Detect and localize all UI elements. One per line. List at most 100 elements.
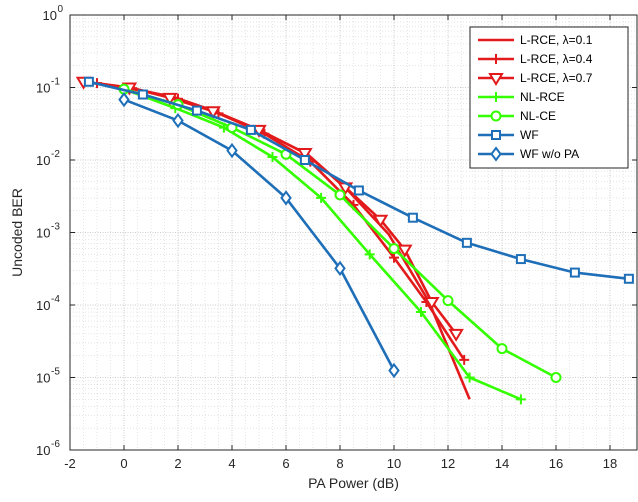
legend-marker — [491, 54, 501, 64]
data-point — [389, 252, 399, 263]
data-point — [407, 212, 418, 223]
y-tick-label: 10 -4 — [36, 294, 60, 313]
y-tick-base: 10 — [36, 153, 50, 168]
data-point — [442, 295, 454, 307]
x-tick-label: 4 — [228, 456, 235, 471]
legend-item: L-RCE, λ=0.7 — [478, 71, 593, 86]
y-tick-label: 10 0 — [43, 4, 64, 23]
legend-item: L-RCE, λ=0.1 — [478, 33, 593, 47]
x-tick-label: 14 — [495, 456, 509, 471]
y-tick-exponent: -5 — [51, 367, 60, 378]
y-tick-exponent: -3 — [51, 222, 60, 233]
data-point — [172, 112, 184, 129]
legend-label: NL-RCE — [520, 90, 565, 104]
y-tick-exponent: -2 — [51, 149, 60, 160]
axis-ticks — [69, 14, 637, 451]
y-tick-base: 10 — [36, 371, 50, 386]
x-axis-label: PA Power (dB) — [308, 475, 399, 491]
data-point — [388, 362, 400, 379]
data-point — [496, 343, 508, 355]
data-point — [83, 76, 94, 87]
x-tick-label: 16 — [549, 456, 563, 471]
data-point — [162, 92, 178, 106]
legend: L-RCE, λ=0.1 L-RCE, λ=0.4 L-RCE, λ=0.7 NL-R… — [469, 26, 629, 169]
legend-item: NL-RCE — [478, 90, 565, 104]
y-axis-label: Uncoded BER — [9, 188, 25, 277]
data-point — [245, 124, 256, 135]
y-tick-label: 10 -3 — [36, 222, 60, 241]
data-point — [388, 243, 400, 255]
x-tick-label: 8 — [336, 456, 343, 471]
x-tick-label: 0 — [120, 456, 127, 471]
data-point — [459, 354, 470, 365]
y-tick-label: 10 -6 — [36, 439, 60, 458]
data-point — [205, 106, 221, 120]
x-tick-label: 2 — [174, 456, 181, 471]
y-tick-base: 10 — [36, 226, 50, 241]
data-point — [280, 190, 292, 206]
legend-label: NL-CE — [520, 109, 556, 123]
y-tick-label: 10 -2 — [36, 149, 60, 168]
data-point — [226, 142, 238, 159]
data-point — [623, 273, 634, 284]
y-tick-base: 10 — [36, 81, 50, 96]
y-tick-label: 10 -1 — [36, 77, 60, 96]
y-tick-base: 10 — [36, 443, 50, 458]
data-point — [569, 267, 580, 278]
legend-label: WF — [520, 128, 539, 142]
legend-marker — [488, 73, 504, 86]
data-point — [297, 147, 313, 161]
x-tick-label: 10 — [387, 456, 401, 471]
series-6 — [118, 91, 400, 379]
legend-label: WF w/o PA — [520, 147, 579, 161]
data-point — [461, 237, 472, 248]
legend-marker — [490, 146, 502, 162]
legend-marker — [491, 92, 501, 102]
y-tick-base: 10 — [36, 298, 50, 313]
data-point — [515, 394, 526, 405]
data-point — [353, 185, 364, 196]
data-point — [267, 151, 278, 162]
data-point — [316, 192, 327, 203]
x-tick-label: 12 — [441, 456, 455, 471]
legend-item: WF w/o PA — [478, 146, 579, 162]
legend-item: NL-CE — [478, 109, 556, 123]
legend-item: WF — [478, 128, 539, 142]
legend-label: L-RCE, λ=0.7 — [520, 71, 593, 85]
data-point — [448, 328, 464, 342]
x-tick-label: -2 — [64, 456, 76, 471]
legend-label: L-RCE, λ=0.1 — [520, 33, 593, 47]
data-point — [550, 372, 562, 383]
x-tick-label: 18 — [603, 456, 617, 471]
y-tick-exponent: -4 — [51, 294, 60, 305]
series-layer — [75, 76, 634, 405]
data-point — [424, 296, 440, 310]
legend-marker — [490, 110, 502, 122]
series-5 — [83, 76, 634, 284]
data-point — [397, 244, 413, 258]
data-point — [464, 372, 475, 383]
y-tick-exponent: 0 — [58, 4, 64, 15]
y-tick-exponent: -6 — [51, 439, 60, 450]
data-point — [334, 189, 346, 201]
series-line — [123, 98, 396, 372]
data-point — [416, 307, 426, 318]
legend-label: L-RCE, λ=0.4 — [520, 52, 593, 66]
x-tick-label: 6 — [282, 456, 289, 471]
y-tick-base: 10 — [43, 8, 57, 23]
data-point — [334, 260, 346, 277]
y-tick-exponent: -1 — [51, 77, 60, 88]
legend-item: L-RCE, λ=0.4 — [478, 52, 593, 66]
data-point — [364, 249, 375, 260]
y-tick-label: 10 -5 — [36, 367, 60, 386]
data-point — [118, 91, 130, 108]
x-tick-labels: -2 0 2 4 6 8 10 12 14 16 18 — [64, 456, 617, 471]
data-point — [299, 155, 310, 165]
data-point — [191, 105, 202, 116]
data-point — [251, 124, 267, 138]
data-point — [372, 214, 389, 228]
legend-marker — [491, 130, 501, 140]
data-point — [137, 89, 148, 100]
